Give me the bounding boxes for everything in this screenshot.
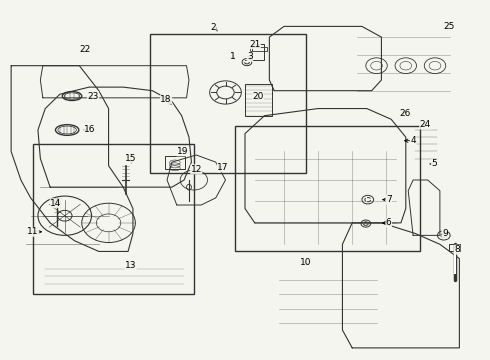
Text: 14: 14 bbox=[50, 199, 62, 208]
Text: 23: 23 bbox=[87, 91, 98, 100]
Bar bbox=[165, 156, 185, 169]
Text: 5: 5 bbox=[431, 159, 437, 168]
Bar bbox=[252, 44, 265, 60]
Text: 18: 18 bbox=[160, 95, 172, 104]
Text: 2: 2 bbox=[211, 23, 216, 32]
Text: 20: 20 bbox=[252, 91, 264, 100]
Text: 3: 3 bbox=[247, 52, 253, 61]
Text: 17: 17 bbox=[218, 163, 229, 172]
Bar bbox=[449, 244, 460, 251]
Bar bbox=[150, 33, 306, 173]
Text: 10: 10 bbox=[300, 258, 312, 267]
Text: 15: 15 bbox=[125, 154, 136, 163]
Text: 6: 6 bbox=[386, 219, 392, 228]
Bar bbox=[33, 144, 194, 294]
Text: 11: 11 bbox=[27, 227, 39, 236]
Bar bbox=[245, 84, 272, 116]
Text: 22: 22 bbox=[79, 45, 91, 54]
Bar bbox=[250, 47, 267, 51]
Bar bbox=[235, 126, 420, 251]
Text: 8: 8 bbox=[454, 245, 460, 254]
Text: 21: 21 bbox=[249, 40, 260, 49]
Text: 19: 19 bbox=[177, 147, 188, 156]
Text: 26: 26 bbox=[399, 109, 411, 118]
Text: 1: 1 bbox=[230, 52, 236, 61]
Text: 25: 25 bbox=[443, 22, 454, 31]
Text: 13: 13 bbox=[125, 261, 136, 270]
Text: 4: 4 bbox=[410, 136, 416, 145]
Text: 24: 24 bbox=[419, 120, 431, 129]
Text: 7: 7 bbox=[386, 195, 392, 204]
Text: 16: 16 bbox=[84, 126, 96, 135]
Text: 12: 12 bbox=[191, 165, 202, 174]
Text: 9: 9 bbox=[442, 229, 448, 238]
